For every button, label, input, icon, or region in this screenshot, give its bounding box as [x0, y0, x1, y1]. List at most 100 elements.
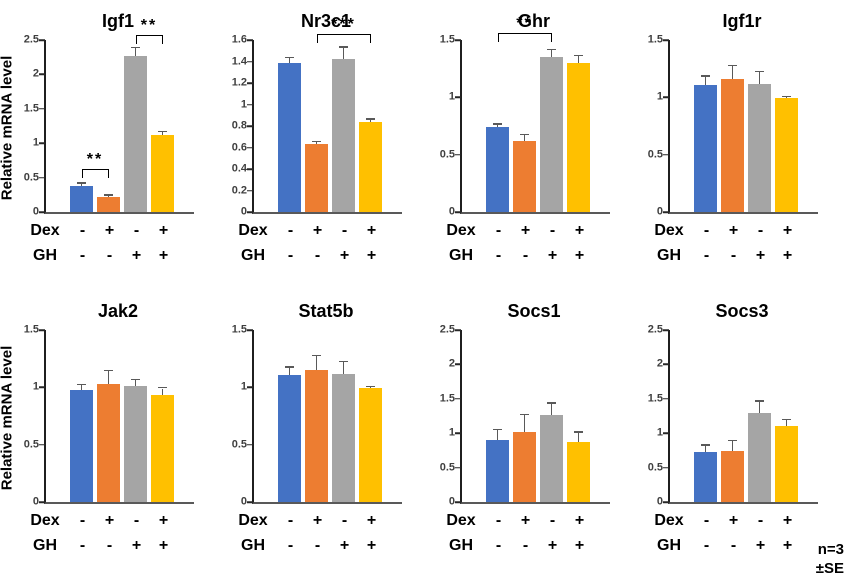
gh-condition-sign: - — [287, 537, 294, 554]
bar — [124, 386, 147, 502]
chart-title: Socs1 — [507, 301, 561, 321]
y-tick-label: 1.5 — [23, 102, 39, 115]
y-tick-label: 0 — [32, 205, 39, 218]
gh-row: GH - - + + — [636, 537, 844, 562]
y-tick-label: 1 — [240, 98, 247, 110]
dex-label: Dex — [238, 222, 268, 239]
y-tick-label: 0 — [656, 495, 663, 508]
y-tick-label: 1.5 — [439, 33, 455, 46]
y-tick-mark — [247, 39, 253, 41]
error-bar-cap — [339, 360, 348, 363]
gh-condition-sign: + — [339, 537, 350, 554]
chart-socs1: Socs1 0 0.5 1 1.5 2 2.5 Dex - + - + GH - - + + — [428, 296, 636, 562]
gh-label: GH — [657, 247, 681, 264]
figure-note: n=3 ±SE — [816, 540, 844, 578]
y-tick-mark — [247, 501, 253, 503]
bar — [97, 196, 120, 212]
gh-condition-sign: + — [547, 247, 558, 264]
chart-title: Jak2 — [97, 301, 139, 321]
y-tick-mark — [39, 73, 45, 76]
gh-condition-sign: - — [106, 247, 113, 264]
dex-label: Dex — [446, 512, 476, 529]
dex-condition-sign: + — [312, 222, 323, 239]
plot-area: 0 0.5 1 1.5 — [232, 324, 402, 507]
dex-row: Dex - + - + — [12, 222, 220, 247]
y-tick-mark — [455, 211, 461, 213]
chart-title: Ghr — [517, 11, 550, 31]
significance-bracket — [497, 33, 552, 43]
bar — [278, 62, 301, 212]
error-bar-cap — [339, 46, 348, 48]
error-bar — [80, 385, 83, 390]
plot-area: 0 0.5 1 1.5 — [24, 324, 194, 507]
significance-bracket — [81, 168, 109, 178]
x-axis-labels: Dex - + - + GH - - + + — [428, 512, 636, 562]
error-bar — [315, 356, 318, 371]
y-tick-mark — [39, 501, 45, 503]
gh-label: GH — [657, 537, 681, 554]
dex-condition-sign: - — [495, 512, 502, 529]
y-tick-mark — [455, 501, 461, 503]
error-bar — [577, 56, 580, 63]
gh-condition-sign: + — [755, 537, 766, 554]
y-axis-title-gutter: Relative mRNA level — [0, 296, 16, 562]
x-axis-labels: Dex - + - + GH - - + + — [636, 512, 844, 562]
error-bar — [288, 58, 291, 63]
error-bar-cap — [131, 46, 140, 49]
y-tick-label: 1 — [448, 426, 455, 439]
bar — [70, 185, 93, 212]
error-bar-cap — [755, 70, 764, 73]
y-tick-label: 1 — [32, 136, 39, 149]
y-tick-label: 2 — [656, 357, 663, 370]
gh-condition-sign: - — [106, 537, 113, 554]
y-tick-mark — [455, 39, 461, 41]
gh-label: GH — [449, 247, 473, 264]
significance-bracket — [316, 33, 371, 43]
chart-row-top: Relative mRNA level Igf1 0 0.5 1 1.5 2 2.5 ** *… — [0, 6, 844, 272]
x-axis-labels: Dex - + - + GH - - + + — [12, 222, 220, 272]
y-tick-mark — [247, 103, 253, 106]
dex-condition-sign: + — [366, 512, 377, 529]
y-tick-mark — [247, 60, 253, 63]
y-tick-label: 0.5 — [647, 148, 663, 161]
y-tick-mark — [663, 329, 669, 331]
chart-ghr: Ghr 0 0.5 1 1.5 ** Dex - + - + GH - - + + — [428, 6, 636, 272]
y-tick-label: 0.4 — [231, 162, 247, 175]
x-axis-labels: Dex - + - + GH - - + + — [220, 512, 428, 562]
bar — [305, 370, 328, 502]
error-bar — [496, 124, 499, 128]
dex-condition-sign: - — [133, 512, 140, 529]
error-bar-cap — [782, 418, 791, 421]
error-bar-cap — [547, 402, 556, 404]
gh-condition-sign: + — [755, 247, 766, 264]
gh-condition-sign: - — [522, 537, 529, 554]
y-tick-label: 1 — [32, 380, 39, 393]
y-tick-mark — [247, 82, 253, 84]
bar — [332, 373, 355, 502]
gh-condition-sign: - — [522, 247, 529, 264]
dex-label: Dex — [238, 512, 268, 529]
error-bar-cap — [77, 182, 86, 184]
gh-condition-sign: + — [366, 537, 377, 554]
y-tick-mark — [247, 168, 253, 170]
error-bar — [496, 430, 499, 441]
bar — [540, 57, 563, 212]
gh-condition-sign: - — [314, 537, 321, 554]
bar — [748, 413, 771, 502]
chart-igf1r: Igf1r 0 0.5 1 1.5 Dex - + - + GH - - + + — [636, 6, 844, 272]
error-bar — [80, 183, 83, 186]
bar — [540, 414, 563, 502]
y-tick-label: 0.5 — [23, 171, 39, 184]
y-tick-label: 0.2 — [231, 184, 247, 196]
y-tick-mark — [39, 329, 45, 331]
gh-condition-sign: + — [131, 537, 142, 554]
dex-label: Dex — [446, 222, 476, 239]
error-bar-cap — [104, 194, 113, 196]
significance-stars: ** — [140, 16, 158, 34]
chart-title: Socs3 — [715, 301, 769, 321]
error-bar — [288, 367, 291, 375]
y-tick-label: 1.6 — [231, 33, 247, 46]
chart-nr3c1: Nr3c1 0 0.2 0.4 0.6 0.8 1 1.2 1.4 1.6 *** Dex - + - +… — [220, 6, 428, 272]
error-bar-cap — [285, 56, 294, 59]
dex-condition-sign: - — [133, 222, 140, 239]
